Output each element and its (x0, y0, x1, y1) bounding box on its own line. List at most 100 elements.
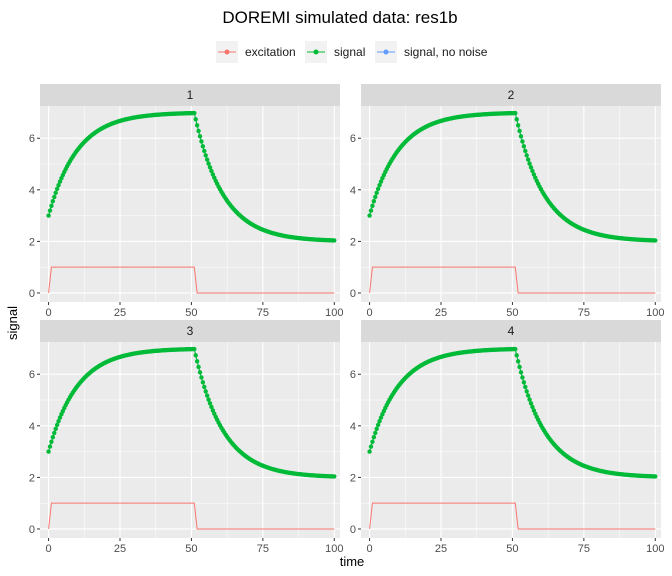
legend-label-signal: signal (334, 45, 365, 59)
signal-point (517, 128, 522, 134)
signal-point (368, 208, 374, 213)
legend-label-signal-no-noise: signal, no noise (404, 45, 488, 59)
y-tick-label: 6 (29, 133, 35, 145)
signal-point (53, 426, 58, 431)
signal-point (530, 404, 535, 410)
signal-point (206, 161, 211, 166)
strip-background (40, 320, 340, 342)
y-tick-label: 0 (29, 288, 35, 300)
signal-point (520, 139, 525, 144)
signal-point (527, 161, 532, 166)
signal-point (653, 238, 658, 243)
signal-point (374, 426, 379, 431)
signal-point (209, 168, 214, 174)
x-tick-label: 100 (325, 307, 343, 319)
signal-point (192, 110, 197, 116)
excitation-line (48, 502, 335, 530)
x-tick-label: 50 (506, 307, 518, 319)
y-tick-label: 0 (350, 524, 356, 536)
signal-point (375, 422, 381, 428)
signal-point (653, 474, 658, 479)
signal-point (371, 199, 377, 204)
excitation-line (48, 266, 335, 294)
signal-point (46, 213, 51, 218)
legend-point-signal-no-noise (383, 49, 389, 55)
legend-item-signal: signal (305, 41, 365, 63)
strip-background (40, 84, 340, 106)
signal-point (523, 384, 528, 390)
signal-point (52, 194, 57, 200)
signal-point (54, 422, 60, 428)
panel-4: 4 0 25 50 75 100 0 2 4 6 (350, 320, 664, 555)
signal-point (209, 404, 214, 410)
x-tick-label: 25 (435, 307, 447, 319)
signal-point (514, 353, 519, 358)
x-tick-label: 100 (646, 307, 664, 319)
signal-point (49, 439, 54, 444)
strip-label: 4 (508, 324, 515, 338)
legend-point-excitation (224, 49, 230, 55)
panel-background (40, 106, 340, 302)
signal-point (204, 393, 210, 398)
x-tick-label: 75 (257, 543, 269, 555)
panel-2: 2 0 25 50 75 100 0 2 4 6 (350, 84, 664, 319)
signal-point (193, 353, 198, 358)
signal-point (46, 449, 51, 454)
x-tick-label: 50 (506, 543, 518, 555)
x-tick-label: 50 (185, 307, 197, 319)
signal-point (207, 165, 213, 170)
y-tick-label: 2 (350, 472, 356, 484)
y-tick-label: 4 (29, 421, 35, 433)
signal-point (530, 168, 535, 174)
y-tick-label: 6 (29, 369, 35, 381)
panel-background (361, 106, 661, 302)
panel-background (40, 342, 340, 538)
y-tick-label: 0 (350, 288, 356, 300)
y-tick-label: 4 (29, 185, 35, 197)
legend-item-signal-no-noise: signal, no noise (375, 41, 488, 63)
signal-point (47, 208, 53, 213)
signal-point (56, 182, 61, 188)
signal-point (378, 179, 384, 184)
y-tick-label: 2 (29, 236, 35, 248)
signal-point (196, 128, 201, 134)
signal-point (194, 123, 200, 128)
signal-point (47, 444, 53, 449)
x-tick-label: 100 (646, 543, 664, 555)
signal-point (521, 380, 527, 385)
signal-point (377, 182, 382, 188)
signal-point (520, 375, 525, 380)
x-tick-label: 0 (367, 307, 373, 319)
signal-point (57, 415, 63, 420)
signal-point (528, 165, 534, 170)
x-tick-label: 100 (325, 543, 343, 555)
x-tick-label: 75 (578, 543, 590, 555)
strip-background (361, 320, 661, 342)
signal-point (200, 380, 206, 385)
legend-item-excitation: excitation (216, 41, 296, 63)
y-axis-title: signal (5, 306, 20, 340)
signal-point (517, 364, 522, 370)
signal-point (375, 186, 381, 192)
excitation-line (369, 502, 656, 530)
chart-title: DOREMI simulated data: res1b (222, 8, 457, 27)
legend-point-signal (313, 49, 319, 55)
x-tick-label: 75 (257, 307, 269, 319)
signal-point (50, 199, 56, 204)
signal-point (527, 397, 532, 402)
signal-point (378, 415, 384, 420)
signal-point (50, 435, 56, 440)
signal-point (203, 389, 208, 394)
signal-point (192, 346, 197, 352)
x-tick-label: 0 (367, 543, 373, 555)
signal-point (332, 238, 337, 243)
signal-point (524, 389, 529, 394)
y-tick-label: 4 (350, 185, 356, 197)
signal-point (525, 393, 531, 398)
strip-label: 1 (187, 88, 194, 102)
x-axis-title: time (340, 554, 365, 569)
signal-point (54, 186, 60, 192)
y-tick-label: 0 (29, 524, 35, 536)
panel-1: 1 0 25 50 75 100 0 2 4 6 (29, 84, 343, 319)
signal-point (57, 179, 63, 184)
